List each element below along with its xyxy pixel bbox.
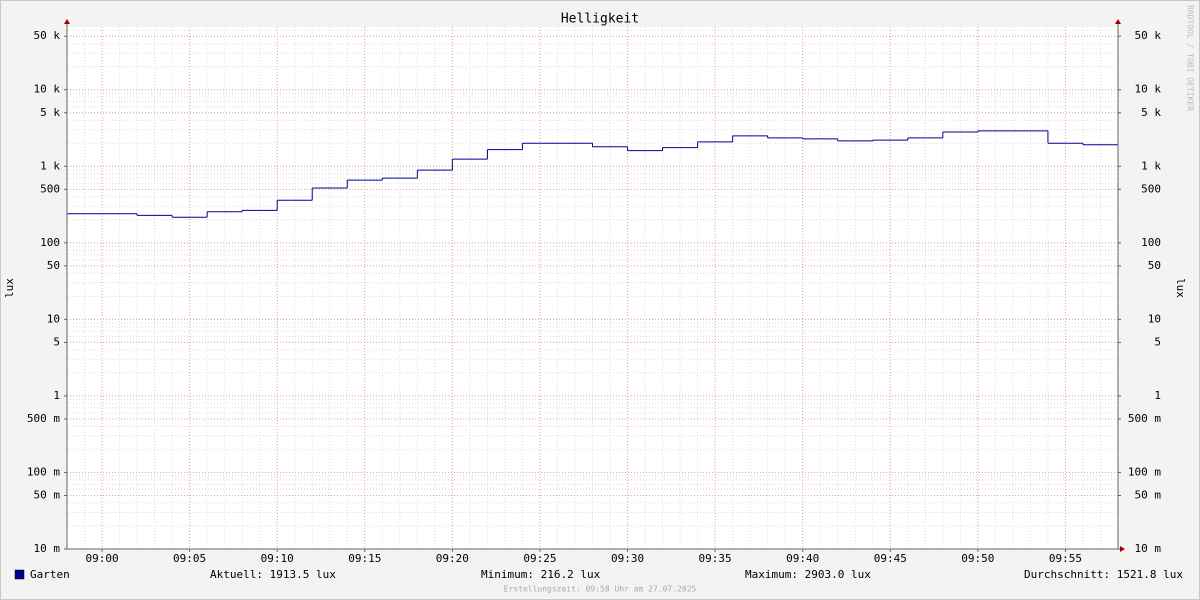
- x-tick-label: 09:55: [1049, 552, 1082, 565]
- stat-current: Aktuell: 1913.5 lux: [210, 568, 336, 581]
- y-tick-label: 500: [40, 182, 60, 195]
- y-tick-label: 10 k: [34, 83, 61, 96]
- legend-swatch: [14, 569, 25, 580]
- axis-arrow: [1120, 546, 1125, 552]
- y2-tick-label: 10 k: [1135, 83, 1162, 96]
- plot: [67, 130, 1118, 218]
- footer: Erstellungszeit: 09:58 Uhr am 27.07.2025: [504, 585, 697, 594]
- y2-tick-label: 50: [1148, 259, 1161, 272]
- x-tick-label: 09:45: [874, 552, 907, 565]
- stat-maximum: Maximum: 2903.0 lux: [745, 568, 871, 581]
- y-tick-label: 100 m: [27, 465, 60, 478]
- y-tick-label: 100: [40, 236, 60, 249]
- y-tick-label: 5: [53, 335, 60, 348]
- legend-label: Garten: [30, 568, 70, 581]
- y2-tick-label: 5: [1154, 335, 1161, 348]
- y2-tick-label: 100 m: [1128, 465, 1161, 478]
- y2-tick-label: 50 m: [1135, 488, 1162, 501]
- x-tick-label: 09:15: [348, 552, 381, 565]
- y-tick-label: 1 k: [40, 159, 60, 172]
- y-tick-label: 50 m: [34, 488, 61, 501]
- axis-arrow: [1115, 19, 1121, 24]
- y2-tick-label: 10: [1148, 312, 1161, 325]
- y2-tick-label: 500 m: [1128, 412, 1161, 425]
- watermark: RRDTOOL / TOBI OETIKER: [1186, 5, 1195, 111]
- y2-tick-label: 50 k: [1135, 29, 1162, 42]
- y2-tick-label: 1 k: [1141, 159, 1161, 172]
- y2-tick-label: 1: [1154, 389, 1161, 402]
- x-tick-label: 09:00: [85, 552, 118, 565]
- stat-minimum: Minimum: 216.2 lux: [481, 568, 601, 581]
- x-tick-label: 09:30: [611, 552, 644, 565]
- y-tick-label: 50 k: [34, 29, 61, 42]
- y2-tick-label: 100: [1141, 236, 1161, 249]
- y-tick-label: 1: [53, 389, 60, 402]
- y2-tick-label: 5 k: [1141, 106, 1161, 119]
- y-tick-label: 10 m: [34, 542, 61, 555]
- x-tick-label: 09:05: [173, 552, 206, 565]
- x-tick-label: 09:35: [699, 552, 732, 565]
- x-tick-label: 09:10: [261, 552, 294, 565]
- y2-tick-label: 500: [1141, 182, 1161, 195]
- y-tick-label: 5 k: [40, 106, 60, 119]
- chart-title: Helligkeit: [561, 12, 639, 27]
- y-tick-label: 50: [47, 259, 60, 272]
- stat-average: Durchschnitt: 1521.8 lux: [1024, 568, 1183, 581]
- x-tick-label: 09:25: [523, 552, 556, 565]
- y-axis-label: lux: [3, 278, 16, 298]
- x-tick-label: 09:40: [786, 552, 819, 565]
- y-tick-label: 10: [47, 312, 60, 325]
- x-tick-label: 09:50: [961, 552, 994, 565]
- y2-axis-label: lux: [1174, 278, 1187, 298]
- x-tick-label: 09:20: [436, 552, 469, 565]
- axis-arrow: [64, 19, 70, 24]
- y2-tick-label: 10 m: [1135, 542, 1162, 555]
- y-tick-label: 500 m: [27, 412, 60, 425]
